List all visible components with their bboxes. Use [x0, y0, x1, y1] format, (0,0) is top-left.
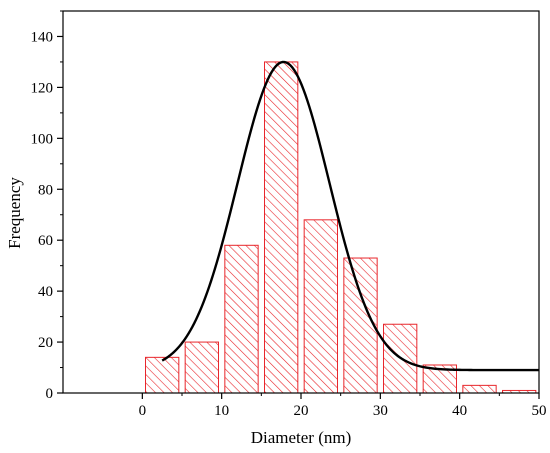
x-tick-label-0: 0 [139, 403, 147, 419]
x-tick-label-4: 40 [452, 403, 467, 419]
y-axis: 0 20 40 60 80 100 120 140 [31, 10, 63, 402]
x-tick-label-5: 50 [532, 403, 547, 419]
y-tick-label-2: 40 [38, 284, 53, 300]
plot-frame [62, 10, 540, 394]
y-tick-label-6: 120 [31, 80, 54, 96]
y-tick-label-7: 140 [31, 29, 54, 45]
x-tick-label-2: 20 [294, 403, 309, 419]
y-tick-label-0: 0 [46, 386, 54, 402]
bar-0 [145, 356, 180, 394]
y-tick-label-5: 100 [31, 131, 54, 147]
bar-2 [224, 244, 259, 394]
y-tick-label-1: 20 [38, 335, 53, 351]
bar-8 [462, 384, 497, 394]
x-tick-label-1: 10 [214, 403, 229, 419]
x-axis: 0 10 20 30 40 50 [139, 393, 547, 419]
fit-curve [161, 60, 539, 372]
y-tick-label-4: 80 [38, 182, 53, 198]
bars [145, 61, 537, 394]
y-axis-title: Frequency [5, 177, 24, 249]
y-tick-label-3: 60 [38, 233, 53, 249]
bar-4 [303, 219, 338, 394]
x-tick-label-3: 30 [373, 403, 388, 419]
bar-3 [264, 61, 299, 394]
bar-1 [184, 341, 219, 394]
x-axis-title: Diameter (nm) [251, 428, 352, 447]
bar-5 [343, 257, 378, 394]
